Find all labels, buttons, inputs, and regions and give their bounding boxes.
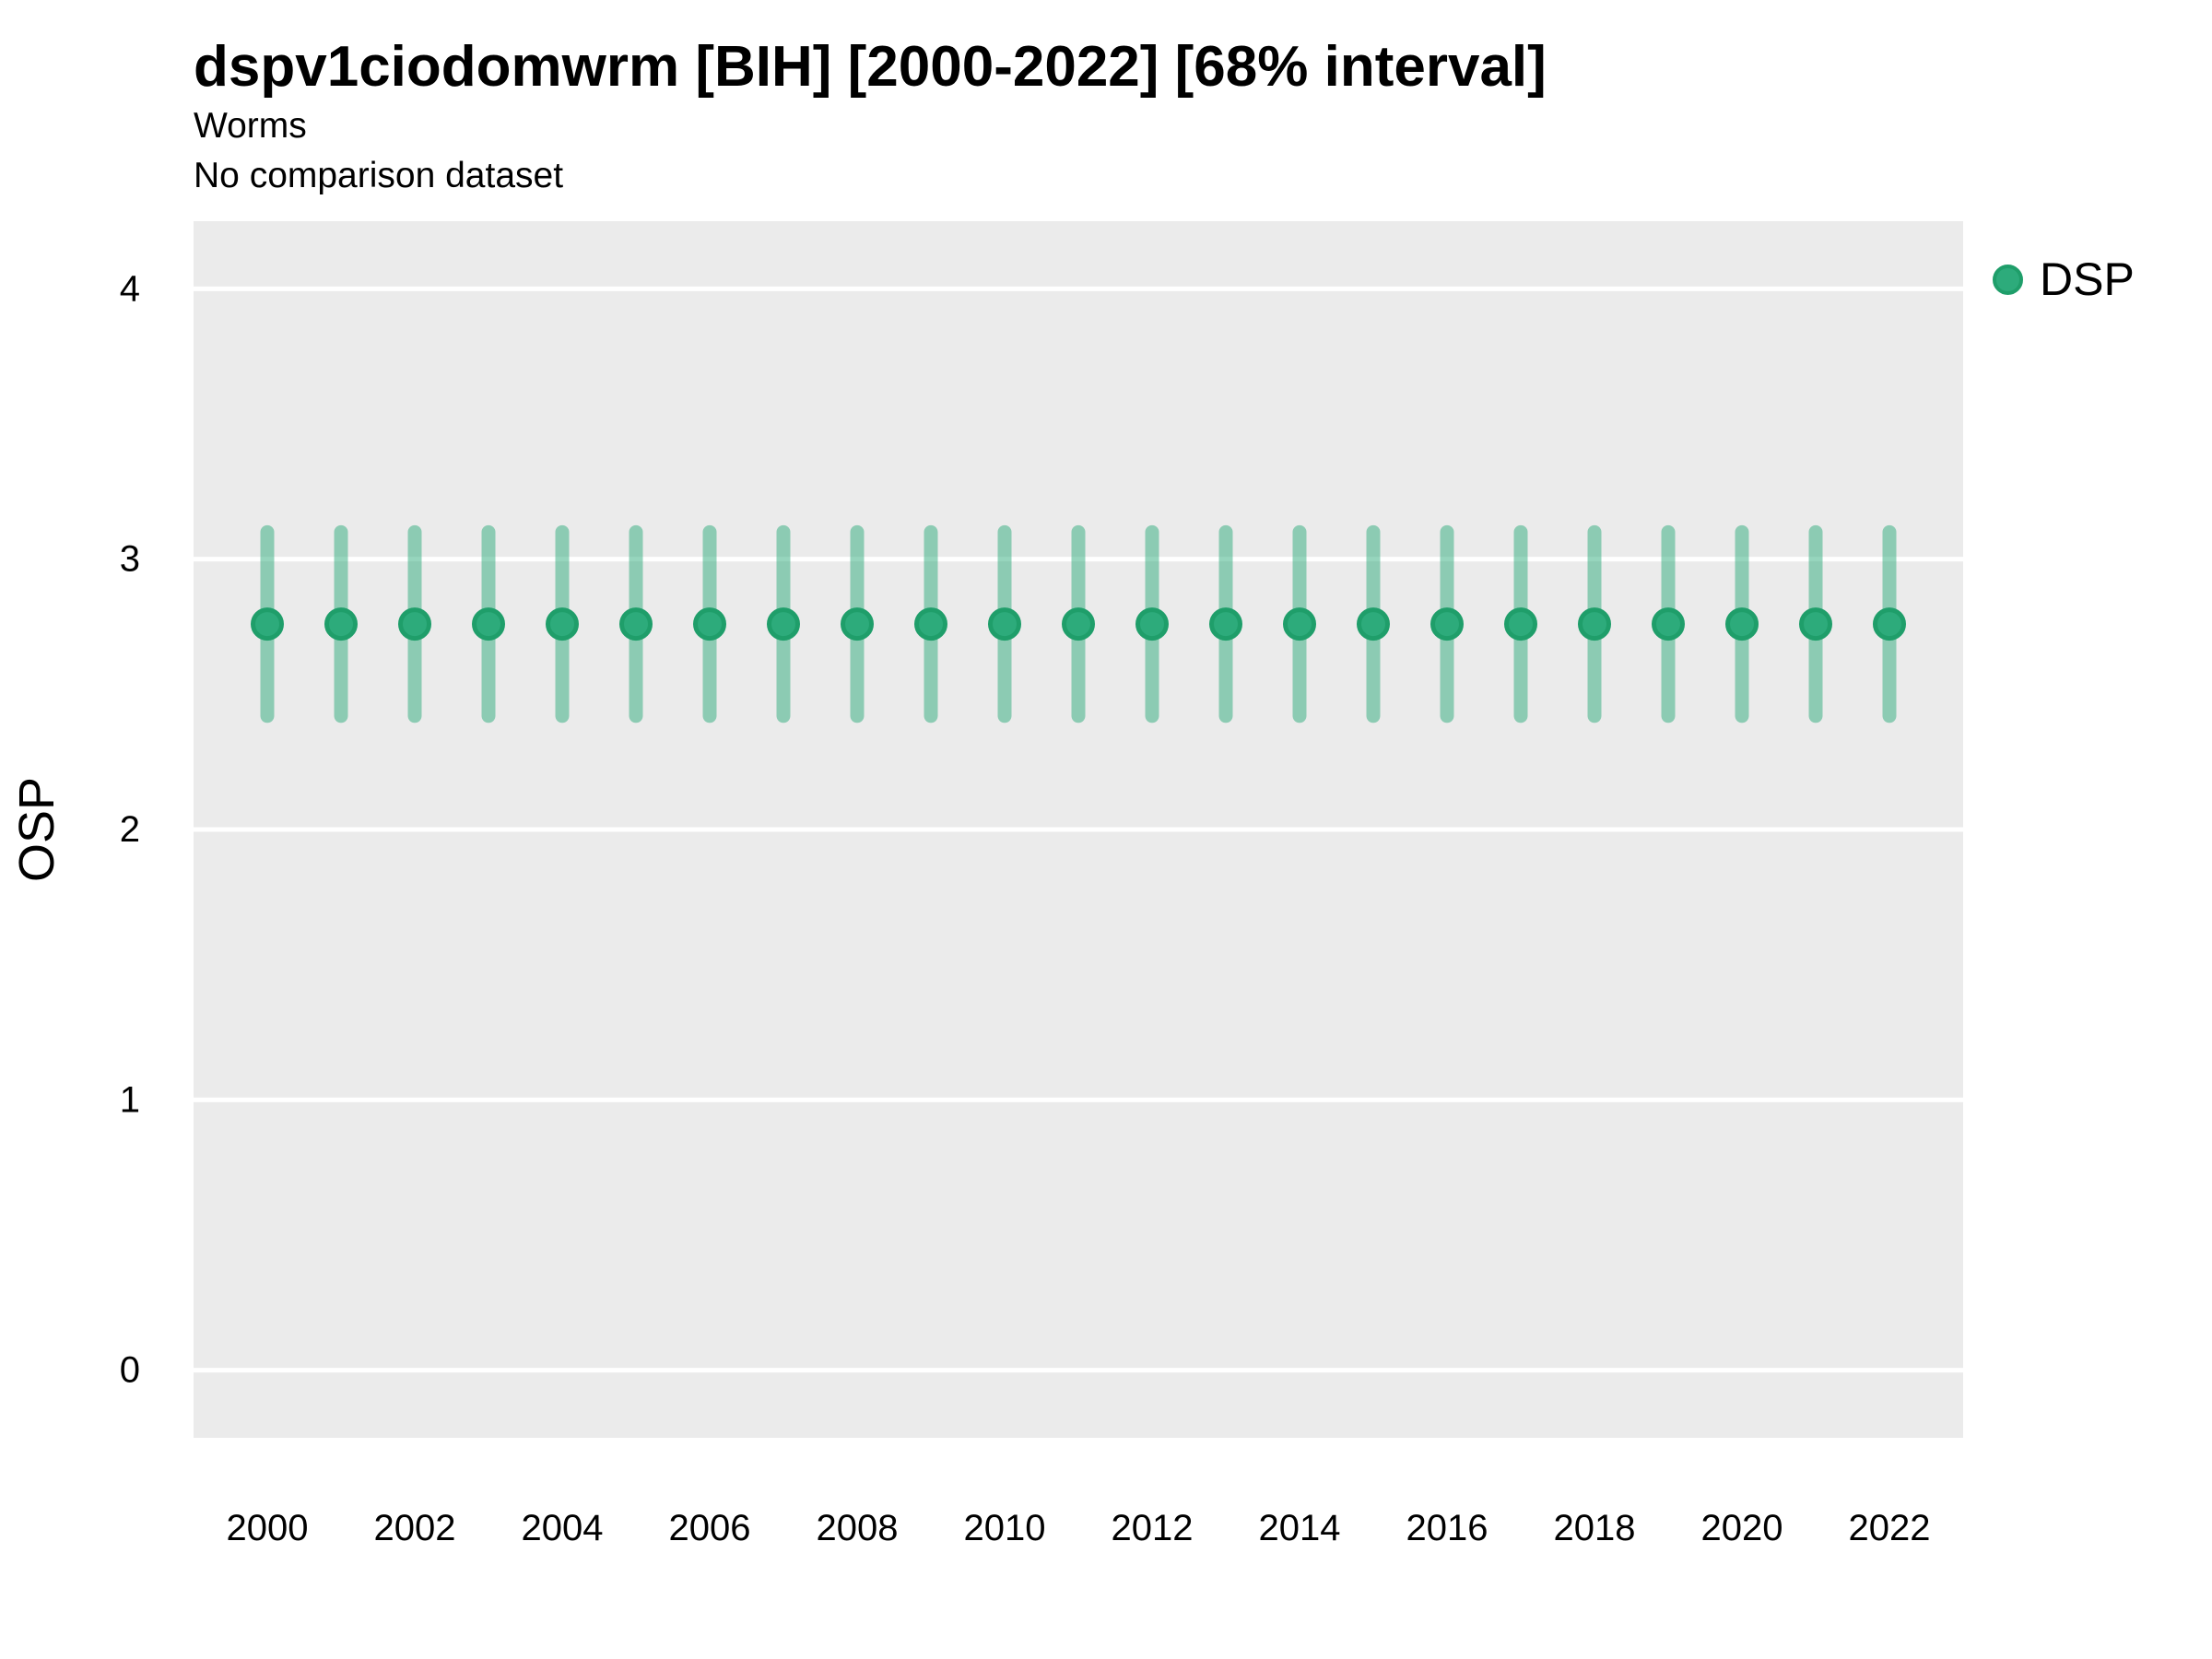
x-tick-label: 2000 [227,1508,309,1548]
x-tick-label: 2006 [669,1508,751,1548]
y-tick-label: 0 [120,1350,140,1391]
x-tick-label: 2004 [522,1508,604,1548]
data-point-2020 [1725,607,1759,641]
data-point-2000 [251,607,284,641]
x-tick-label: 2018 [1554,1508,1636,1548]
data-point-2005 [619,607,653,641]
legend: DSP [1993,256,2135,302]
y-tick-label: 3 [120,539,140,580]
x-tick-label: 2002 [374,1508,456,1548]
legend-circle-icon [1993,264,2023,295]
data-point-2016 [1430,607,1464,641]
x-tick-label: 2008 [817,1508,899,1548]
y-axis-title: OSP [9,777,65,882]
data-point-2002 [398,607,431,641]
data-point-2018 [1578,607,1611,641]
data-point-2015 [1357,607,1390,641]
y-tick-label: 4 [120,268,140,309]
data-point-2001 [324,607,358,641]
data-point-2007 [767,607,800,641]
data-point-2014 [1283,607,1316,641]
data-point-2019 [1652,607,1685,641]
data-point-2017 [1504,607,1537,641]
data-point-2012 [1135,607,1169,641]
x-tick-label: 2010 [964,1508,1046,1548]
data-point-2021 [1799,607,1832,641]
data-point-2011 [1062,607,1095,641]
data-point-2022 [1873,607,1906,641]
x-tick-label: 2022 [1849,1508,1931,1548]
data-point-2006 [693,607,726,641]
data-point-2008 [841,607,874,641]
data-point-2010 [988,607,1021,641]
x-tick-label: 2012 [1112,1508,1194,1548]
x-tick-label: 2014 [1259,1508,1341,1548]
y-tick-label: 1 [120,1079,140,1120]
chart-comparison-note: No comparison dataset [194,156,564,195]
data-point-2013 [1209,607,1242,641]
chart-title: dspv1ciodomwrm [BIH] [2000-2022] [68% in… [194,35,1547,99]
data-point-2004 [546,607,579,641]
data-point-2009 [914,607,947,641]
x-tick-label: 2016 [1406,1508,1488,1548]
x-tick-label: 2020 [1701,1508,1783,1548]
chart-subtitle: Worms [194,106,307,146]
y-tick-label: 2 [120,809,140,850]
legend-label-dsp: DSP [2040,253,2135,305]
data-point-2003 [472,607,505,641]
